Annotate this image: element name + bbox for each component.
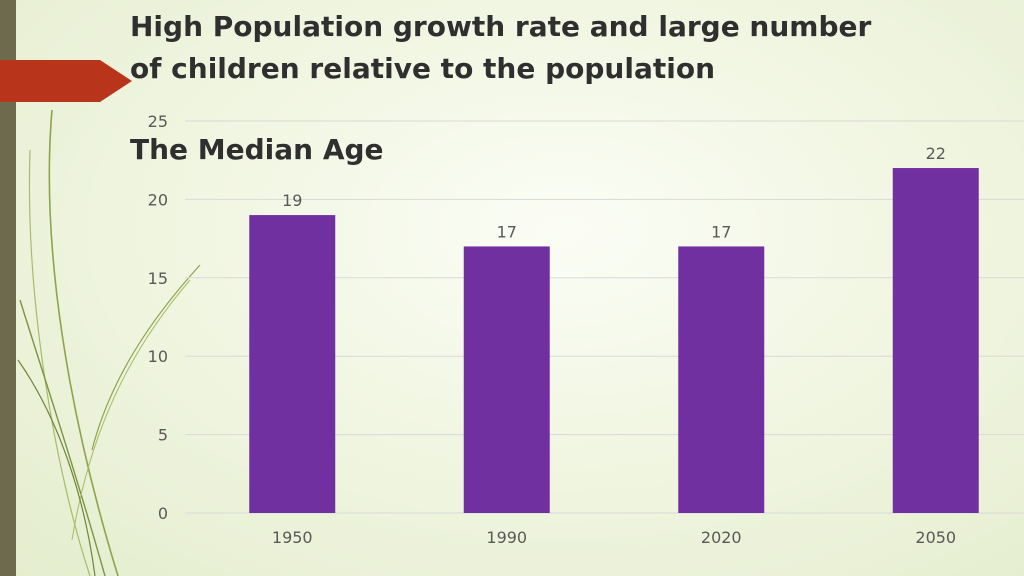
bar-1990 [463,246,550,513]
y-tick-label: 20 [148,190,168,209]
y-tick-label: 5 [158,426,168,445]
accent-arrow-body [0,60,100,102]
bar-2020 [678,246,765,513]
bar-2050 [892,168,979,514]
slide-title: High Population growth rate and large nu… [130,10,872,85]
data-label-1950: 19 [282,191,302,210]
accent-arrow-icon [100,60,132,102]
data-label-2050: 22 [926,144,946,163]
bar-1950 [249,215,336,513]
y-tick-label: 25 [148,112,168,131]
x-tick-label-2020: 2020 [701,528,742,547]
left-accent-bar [0,0,16,576]
y-tick-label: 0 [158,504,168,523]
data-labels: 19 17 17 22 [282,144,946,241]
y-axis-ticks: 0 5 10 15 20 25 [148,112,168,523]
y-tick-label: 15 [148,269,168,288]
bars [249,168,979,514]
data-label-1990: 17 [497,222,517,241]
x-tick-label-2050: 2050 [915,528,956,547]
x-tick-label-1950: 1950 [272,528,313,547]
y-tick-label: 10 [148,347,168,366]
x-axis-labels: 1950 1990 2020 2050 [272,528,956,547]
chart-title: The Median Age [130,133,384,166]
x-tick-label-1990: 1990 [486,528,527,547]
data-label-2020: 17 [711,222,731,241]
